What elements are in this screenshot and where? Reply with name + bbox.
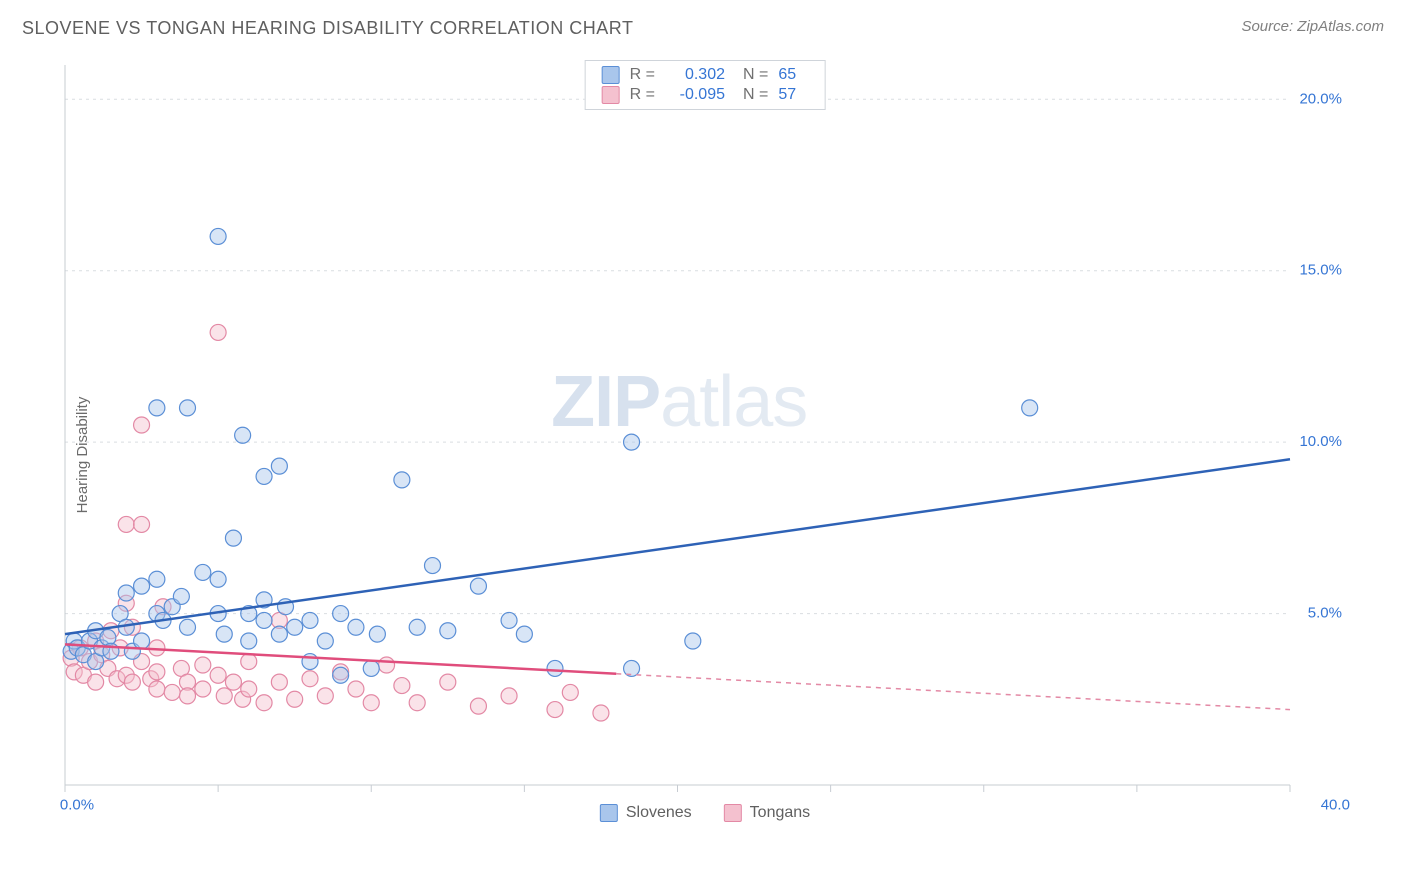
plot-area: Hearing Disability ZIPatlas 5.0%10.0%15.… <box>50 60 1390 850</box>
stats-row: R =-0.095N =57 <box>586 85 825 105</box>
legend-item: Tongans <box>724 804 811 822</box>
scatter-chart: 5.0% 10.0% 15.0% 20.0% 0.0% 40.0% <box>60 60 1350 820</box>
svg-text:5.0%: 5.0% <box>1308 605 1342 622</box>
stats-row: R =0.302N =65 <box>586 65 825 85</box>
svg-text:15.0%: 15.0% <box>1299 262 1342 279</box>
legend-item: Slovenes <box>600 804 692 822</box>
swatch-icon <box>602 66 620 84</box>
legend: Slovenes Tongans <box>600 804 810 822</box>
swatch-icon <box>600 804 618 822</box>
swatch-icon <box>724 804 742 822</box>
stats-box: R =0.302N =65R =-0.095N =57 <box>585 60 826 110</box>
svg-text:10.0%: 10.0% <box>1299 433 1342 450</box>
chart-title: SLOVENE VS TONGAN HEARING DISABILITY COR… <box>22 18 633 39</box>
svg-text:0.0%: 0.0% <box>60 796 94 813</box>
swatch-icon <box>602 86 620 104</box>
svg-text:20.0%: 20.0% <box>1299 90 1342 107</box>
svg-text:40.0%: 40.0% <box>1321 796 1350 813</box>
source-label: Source: ZipAtlas.com <box>1241 18 1384 35</box>
